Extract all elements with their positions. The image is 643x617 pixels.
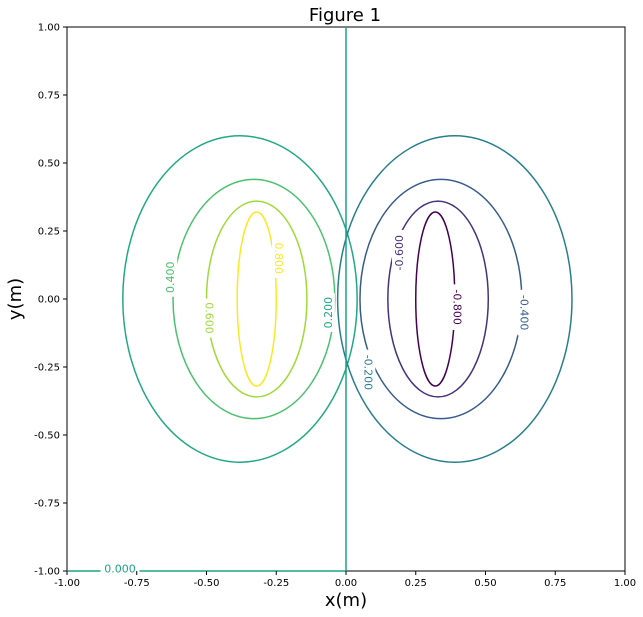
- contour-neg0p400-label-group: -0.400: [517, 289, 532, 336]
- contour-neg0p200-label: -0.200: [361, 355, 374, 390]
- contour-neg0p200-label-bg: [361, 349, 376, 396]
- x-axis-label: x(m): [325, 590, 367, 611]
- x-tick-label: 0.50: [474, 578, 496, 589]
- contour-neg0p800-label: -0.800: [451, 289, 464, 324]
- x-tick-label: 0.00: [335, 578, 357, 589]
- x-tick-label: 1.00: [614, 578, 636, 589]
- contour-neg0p600-label-group: -0.600: [392, 229, 407, 276]
- y-tick-label: 1.00: [38, 23, 60, 34]
- y-tick-label: 0.75: [38, 91, 60, 102]
- contour-0p400-label: 0.400: [164, 261, 177, 293]
- contour-0p200-label: 0.200: [322, 297, 335, 329]
- contour-labels: 0.800 0.600 0.400 0.200 -0.800 -0.600 -0.400 -0…: [100, 229, 532, 576]
- contour-0p800-label-bg: [272, 238, 287, 278]
- contour-neg0p600-label-bg: [392, 229, 407, 276]
- x-tick-label: 0.75: [544, 578, 566, 589]
- contour-0p400-label-group: 0.400: [163, 257, 178, 297]
- contour-0p000-label-bg: [100, 561, 140, 576]
- contour-neg0p400-label-bg: [517, 289, 532, 336]
- contour-0p600-label-group: 0.600: [202, 298, 217, 338]
- contour-0p600-label: 0.600: [202, 302, 215, 334]
- contour-0p200-label-group: 0.200: [320, 293, 335, 333]
- y-tick-label: -0.50: [34, 431, 60, 442]
- chart-title: Figure 1: [309, 5, 381, 26]
- contour-0p800-label: 0.800: [272, 242, 285, 274]
- contour-neg0p600-label: -0.600: [393, 235, 406, 270]
- x-tick-label: -0.50: [194, 578, 220, 589]
- contour-neg0p200: [336, 135, 573, 463]
- contour-neg0p800-label-bg: [450, 284, 465, 330]
- x-axis-ticks: -1.00 -0.75 -0.50 -0.25 0.00 0.25 0.50 0.75 1.00: [54, 571, 636, 589]
- y-tick-label: 0.00: [38, 295, 60, 306]
- y-axis-label: y(m): [5, 278, 26, 320]
- x-tick-label: -0.25: [263, 578, 289, 589]
- contour-0p800: [236, 211, 278, 387]
- contour-0p000-label-group: 0.000: [100, 561, 140, 576]
- contour-0p800-label-group: 0.800: [272, 238, 287, 278]
- x-tick-label: -0.75: [124, 578, 150, 589]
- contour-0p200: [122, 135, 358, 463]
- y-tick-label: -0.25: [34, 363, 60, 374]
- contour-neg0p400-label: -0.400: [518, 295, 531, 330]
- contour-0p600-label-bg: [202, 298, 217, 338]
- contour-0p200-label-bg: [320, 293, 335, 333]
- contour-neg0p200-label-group: -0.200: [361, 349, 376, 396]
- x-tick-label: -1.00: [54, 578, 80, 589]
- contour-0p000-label: 0.000: [104, 562, 136, 575]
- contour-neg0p800-label-group: -0.800: [450, 284, 465, 330]
- contour-neg0p600: [387, 200, 490, 398]
- y-axis-ticks: -1.00 -0.75 -0.50 -0.25 0.00 0.25 0.50 0.75 1.00: [34, 23, 67, 578]
- y-tick-label: -1.00: [34, 567, 60, 578]
- contour-0p400-label-bg: [163, 257, 178, 297]
- y-tick-label: 0.25: [38, 227, 60, 238]
- y-tick-label: 0.50: [38, 159, 60, 170]
- y-tick-label: -0.75: [34, 499, 60, 510]
- plot-area: 0.800 0.600 0.400 0.200 -0.800 -0.600 -0.400 -0…: [66, 26, 626, 576]
- x-tick-label: 0.25: [405, 578, 427, 589]
